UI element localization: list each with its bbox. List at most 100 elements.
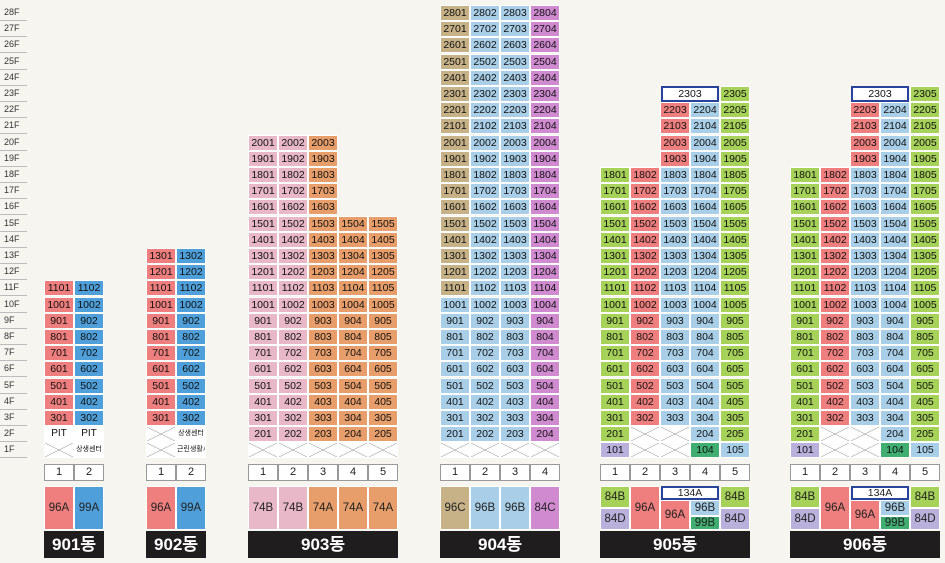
unit-cell: 1002: [176, 296, 206, 313]
unit-cell: 504: [338, 377, 368, 394]
unit-cell: 404: [530, 393, 560, 410]
unit-cell: 2701: [440, 21, 470, 38]
unit-cell: 1503: [660, 215, 690, 232]
unit-cell: 702: [74, 345, 104, 362]
type-label: 96A: [820, 486, 850, 530]
unit-cell: 1602: [278, 199, 308, 216]
unit-cell: 801: [44, 329, 74, 345]
unit-cell: 2304: [530, 86, 560, 102]
unit-cell: 104: [880, 442, 910, 459]
unit-cell: 2302: [470, 86, 500, 102]
unit-cell: 1603: [500, 199, 530, 216]
unit-cell: 1305: [910, 248, 940, 264]
unit-cell: 1005: [720, 296, 750, 313]
unit-cell: 1903: [308, 150, 338, 167]
floor-label: 27F: [0, 21, 27, 38]
unit-cell: 801: [600, 329, 630, 345]
unit-cell: 1302: [630, 248, 660, 264]
unit-cell: 201: [248, 426, 278, 443]
unit-cell: 1001: [146, 296, 176, 313]
unit-cell: 304: [880, 410, 910, 426]
unit-cell: 2002: [470, 134, 500, 151]
unit-cell: 1602: [630, 199, 660, 216]
unit-cell: 1504: [880, 215, 910, 232]
unit-cell: 2001: [248, 134, 278, 151]
unit-cell: 2203: [660, 102, 690, 119]
unit-cell: 403: [850, 393, 880, 410]
unit-cell: 1601: [440, 199, 470, 216]
unit-cell: 1802: [820, 167, 850, 183]
unit-cell: 504: [880, 377, 910, 394]
unit-cell: 304: [690, 410, 720, 426]
unit-cell: 105: [910, 442, 940, 459]
unit-cell: 202: [278, 426, 308, 443]
unit-cell: 503: [500, 377, 530, 394]
line-number: 2: [820, 464, 850, 481]
unit-cell: 804: [530, 329, 560, 345]
unit-cell: 503: [660, 377, 690, 394]
unit-cell: 1505: [720, 215, 750, 232]
unit-cell: 1304: [690, 248, 720, 264]
unit-cell: 501: [600, 377, 630, 394]
unit-cell: 402: [470, 393, 500, 410]
unit-cell: 905: [720, 312, 750, 329]
unit-cell: 2205: [720, 102, 750, 119]
unit-cell: 304: [530, 410, 560, 426]
unit-cell: 1603: [308, 199, 338, 216]
unit-cell: 204: [880, 426, 910, 443]
unit-cell: 1904: [690, 150, 720, 167]
line-number: 2: [470, 464, 500, 481]
unit-cell: 1904: [880, 150, 910, 167]
unit-cell: 1702: [630, 183, 660, 200]
unit-cell: 1004: [880, 296, 910, 313]
unit-cell: 402: [176, 393, 206, 410]
unit-cell: 401: [600, 393, 630, 410]
unit-cell: 2103: [500, 118, 530, 135]
unit-cell: 202: [470, 426, 500, 443]
unit-cell: 2305: [910, 86, 940, 102]
unit-cell: 1201: [600, 264, 630, 281]
building-label: 906동: [790, 531, 940, 558]
unit-cell: 2303: [500, 86, 530, 102]
unit-cell: 704: [338, 345, 368, 362]
floor-label: 22F: [0, 102, 27, 119]
unit-cell: 205: [910, 426, 940, 443]
type-label: 74A: [338, 486, 368, 530]
unit-cell: 1701: [248, 183, 278, 200]
unit-cell: 501: [44, 377, 74, 394]
unit-cell: 1504: [530, 215, 560, 232]
unit-cell: 1203: [308, 264, 338, 281]
unit-cell: 1004: [690, 296, 720, 313]
type-label: 84D: [790, 508, 820, 530]
unit-cell: 302: [278, 410, 308, 426]
unit-cell: 2502: [470, 53, 500, 70]
floor-label: 10F: [0, 297, 27, 313]
unit-cell: 1902: [470, 150, 500, 167]
unit-cell: 702: [176, 345, 206, 362]
unit-cell: 301: [44, 410, 74, 426]
type-label: 74B: [278, 486, 308, 530]
floor-label: 12F: [0, 264, 27, 281]
unit-cell: 1703: [850, 183, 880, 200]
unit-cell: [248, 442, 278, 459]
unit-cell: 405: [368, 393, 398, 410]
unit-cell: 1401: [248, 231, 278, 248]
unit-cell: 305: [910, 410, 940, 426]
unit-cell: 702: [630, 345, 660, 362]
unit-cell: 1303: [308, 248, 338, 264]
unit-cell: 204: [530, 426, 560, 443]
unit-cell: 1903: [500, 150, 530, 167]
unit-cell: 1601: [600, 199, 630, 216]
unit-cell: 1401: [790, 231, 820, 248]
unit-cell: 1802: [630, 167, 660, 183]
unit-cell: 1101: [248, 280, 278, 297]
unit-cell: 604: [338, 361, 368, 378]
unit-cell: 1101: [790, 280, 820, 297]
unit-cell: 601: [790, 361, 820, 378]
unit-cell: 401: [248, 393, 278, 410]
unit-cell: 2205: [910, 102, 940, 119]
unit-cell: 1901: [440, 150, 470, 167]
floor-label: 13F: [0, 248, 27, 264]
unit-cell: 2102: [470, 118, 500, 135]
unit-cell: 1303: [850, 248, 880, 264]
